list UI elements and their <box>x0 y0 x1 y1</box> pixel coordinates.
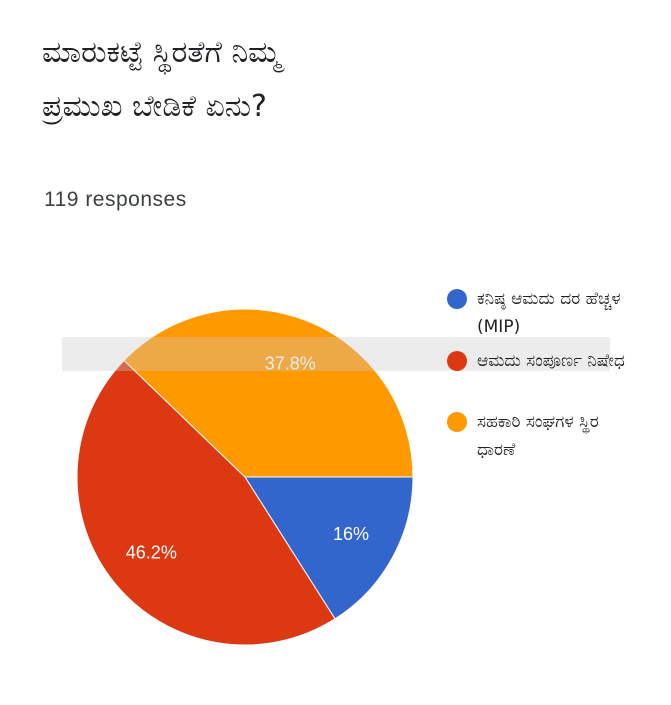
legend-item: ಕನಿಷ್ಠ ಆಮದು ದರ ಹೆಚ್ಚಳ (MIP) <box>447 285 637 341</box>
question-title: ಮಾರುಕಟ್ಟೆ ಸ್ಥಿರತೆಗೆ ನಿಮ್ಮ ಪ್ರಮುಖ ಬೇಡಿಕೆ … <box>42 35 281 124</box>
legend-swatch <box>447 289 467 309</box>
legend-label: ಆಮದು ಸಂಪೂರ್ಣ ನಿಷೇಧ <box>477 351 625 371</box>
response-count: 119 responses <box>44 188 187 211</box>
pie-slice <box>123 308 414 478</box>
legend-label: ಕನಿಷ್ಠ ಆಮದು ದರ ಹೆಚ್ಚಳ (MIP) <box>477 289 621 337</box>
pie-slice <box>76 359 336 646</box>
legend-item: ಆಮದು ಸಂಪೂರ್ಣ ನಿಷೇಧ <box>447 347 637 375</box>
slice-label: 37.8% <box>265 354 316 374</box>
legend-item: ಸಹಕಾರಿ ಸಂಘಗಳ ಸ್ಥಿರ ಧಾರಣೆ <box>447 408 637 464</box>
pie-slice <box>244 476 414 620</box>
slice-label: 16% <box>333 524 369 544</box>
legend-swatch <box>447 412 467 432</box>
watermark-band <box>62 337 610 371</box>
legend-swatch <box>447 351 467 371</box>
legend-label: ಸಹಕಾರಿ ಸಂಘಗಳ ಸ್ಥಿರ ಧಾರಣೆ <box>477 412 599 460</box>
slice-label: 46.2% <box>126 542 177 562</box>
